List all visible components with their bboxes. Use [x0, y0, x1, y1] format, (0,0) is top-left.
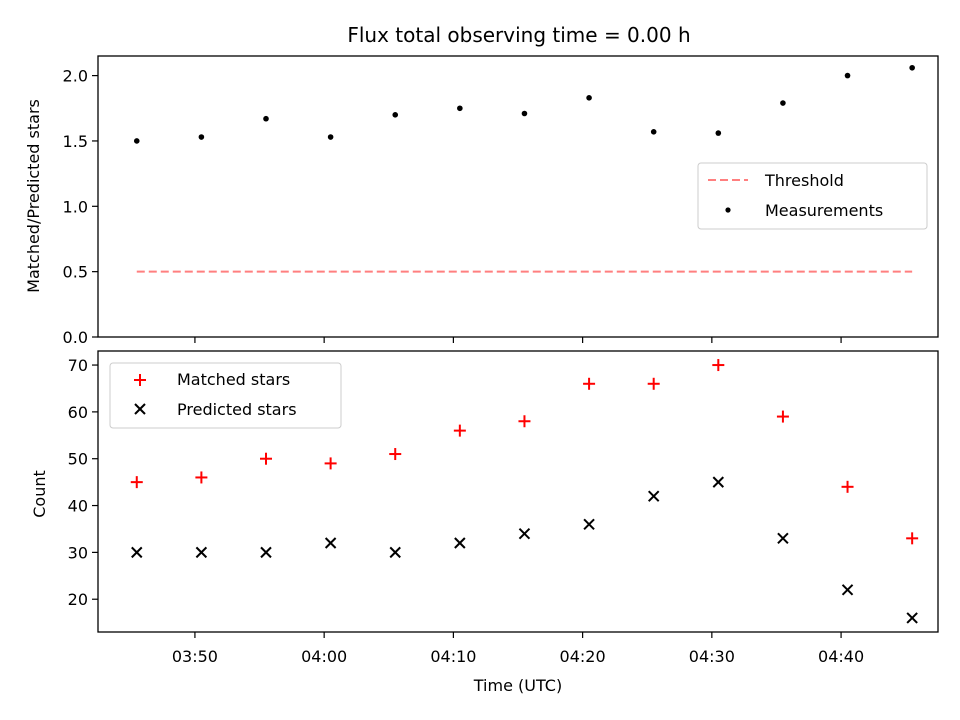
- legend-predicted-label: Predicted stars: [177, 400, 297, 419]
- matched-stars-point: [712, 359, 725, 372]
- x-tick-label: 04:40: [818, 647, 864, 666]
- x-tick-label: 04:30: [689, 647, 735, 666]
- predicted-stars-point: [712, 476, 725, 488]
- ratio-plot-marks: [133, 64, 915, 273]
- measurement-point: [133, 138, 140, 144]
- x-tick-label: 03:50: [172, 647, 218, 666]
- matched-stars-point: [583, 377, 596, 390]
- predicted-stars-point: [389, 546, 401, 559]
- measurement-point: [327, 134, 334, 140]
- ratio-y-axis-label: Matched/Predicted stars: [24, 99, 43, 293]
- count-plot-frame: [97, 350, 939, 633]
- matched-stars-point: [130, 476, 143, 489]
- ratio-x-ticks: [194, 337, 842, 343]
- x-tick-label: 04:00: [301, 647, 347, 666]
- measurement-point: [392, 112, 399, 118]
- ratio-y-tick-label: 1.0: [63, 197, 88, 216]
- count-x-ticks: 03:50 04:00 04:10 04:20 04:30 04:40: [172, 632, 864, 666]
- legend-predicted-swatch: [134, 403, 146, 415]
- count-plot-marks: [130, 359, 919, 624]
- matched-stars-point: [776, 410, 789, 423]
- predicted-stars-point: [324, 537, 337, 549]
- legend-matched-swatch: [134, 374, 146, 386]
- matched-stars-point: [453, 424, 466, 437]
- predicted-stars-point: [647, 490, 660, 502]
- matched-stars-point: [324, 457, 337, 470]
- predicted-stars-point: [777, 532, 789, 545]
- count-y-tick-label: 30: [68, 543, 88, 562]
- predicted-stars-point: [841, 584, 854, 596]
- ratio-legend: Threshold Measurements: [697, 162, 928, 230]
- matched-stars-point: [260, 452, 272, 465]
- legend-matched-label: Matched stars: [177, 370, 290, 389]
- ratio-plot-frame: [97, 55, 939, 338]
- predicted-stars-point: [454, 537, 466, 549]
- matched-stars-point: [841, 480, 854, 493]
- matched-stars-point: [647, 377, 660, 390]
- ratio-panel: Flux total observing time = 0.00 h Match…: [24, 23, 939, 347]
- measurement-point: [457, 105, 463, 112]
- predicted-stars-point: [195, 546, 208, 559]
- predicted-stars-point: [260, 546, 272, 559]
- x-axis-label: Time (UTC): [473, 676, 562, 695]
- matched-stars-point: [518, 415, 531, 428]
- count-y-tick-label: 20: [68, 590, 88, 609]
- matched-stars-point: [906, 532, 919, 545]
- measurement-point: [715, 130, 722, 136]
- measurement-point: [909, 64, 915, 71]
- chart-title: Flux total observing time = 0.00 h: [347, 23, 690, 47]
- x-tick-label: 04:10: [430, 647, 476, 666]
- legend-threshold-label: Threshold: [764, 171, 844, 190]
- ratio-y-tick-label: 2.0: [63, 67, 88, 86]
- measurement-point: [586, 95, 592, 101]
- ratio-y-tick-label: 0.0: [63, 328, 88, 347]
- count-y-axis-label: Count: [30, 470, 49, 518]
- measurement-point: [844, 72, 851, 79]
- predicted-stars-point: [131, 546, 143, 559]
- measurement-point: [650, 129, 657, 135]
- measurement-point: [263, 115, 269, 122]
- count-y-tick-label: 50: [68, 450, 88, 469]
- predicted-stars-point: [518, 527, 531, 540]
- measurement-point: [521, 110, 528, 117]
- ratio-y-ticks: 0.0 0.5 1.0 1.5 2.0: [63, 67, 98, 347]
- ratio-y-tick-label: 1.5: [63, 132, 88, 151]
- count-y-ticks: 20 30 40 50 60 70: [68, 356, 98, 609]
- count-y-tick-label: 70: [68, 356, 88, 375]
- count-legend: Matched stars Predicted stars: [109, 362, 342, 429]
- matched-stars-point: [389, 448, 402, 461]
- matched-stars-point: [195, 471, 208, 484]
- count-legend-box: [109, 362, 342, 429]
- count-y-tick-label: 60: [68, 403, 88, 422]
- ratio-legend-box: [697, 162, 928, 230]
- count-panel: Count Time (UTC) 20 30 40 50 60 70 03:50 04:00…: [30, 350, 939, 695]
- predicted-stars-point: [906, 612, 918, 624]
- legend-measurements-swatch: [725, 207, 731, 213]
- measurement-point: [780, 100, 786, 106]
- legend-measurements-label: Measurements: [765, 201, 883, 220]
- measurement-point: [198, 134, 205, 140]
- count-y-tick-label: 40: [68, 497, 88, 516]
- predicted-stars-point: [583, 518, 595, 530]
- ratio-y-tick-label: 0.5: [63, 263, 88, 282]
- x-tick-label: 04:20: [560, 647, 606, 666]
